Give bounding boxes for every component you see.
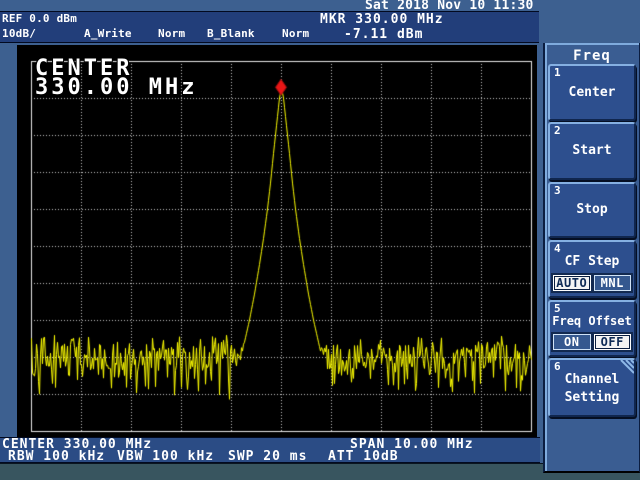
bottom-strip <box>0 463 640 480</box>
softkey-center[interactable]: 1 Center <box>548 64 636 121</box>
softkey-channel-setting[interactable]: 6 Channel Setting <box>548 358 636 417</box>
overlay-center-value: 330.00 MHz <box>35 75 198 100</box>
softkey-number: 4 <box>554 242 561 255</box>
toggle-auto[interactable]: AUTO <box>553 275 591 291</box>
softkey-number: 1 <box>554 66 561 79</box>
submenu-fold-icon <box>620 360 634 374</box>
trace-a-detector: Norm <box>158 27 186 40</box>
footer-sweep: SWP 20 ms <box>228 449 308 464</box>
softkey-label: CF Step <box>564 254 620 269</box>
softkey-freq-offset[interactable]: 5 Freq Offset ON OFF <box>548 300 636 357</box>
softkey-stop[interactable]: 3 Stop <box>548 182 636 238</box>
softkey-start[interactable]: 2 Start <box>548 122 636 180</box>
footer-center: CENTER 330.00 MHz <box>2 437 153 452</box>
header-band: REF 0.0 dBm 10dB/ A_Write Norm B_Blank N… <box>0 11 539 43</box>
softkey-label: Stop <box>576 202 608 217</box>
toggle-mnl[interactable]: MNL <box>593 275 631 291</box>
freq-offset-toggle: ON OFF <box>551 332 633 352</box>
cf-step-toggle: AUTO MNL <box>551 273 633 293</box>
softkey-number: 2 <box>554 124 561 137</box>
footer-vbw: VBW 100 kHz <box>117 449 215 464</box>
trace-b-detector: Norm <box>282 27 310 40</box>
scale-text: 10dB/ <box>2 27 37 40</box>
softkey-number: 6 <box>554 360 561 373</box>
softkey-number: 5 <box>554 302 561 315</box>
marker-level-text: -7.11 dBm <box>344 27 424 42</box>
trace-canvas <box>17 45 537 437</box>
softkey-label: Freq Offset <box>552 314 632 328</box>
softkey-label: Channel <box>564 372 620 387</box>
footer-span: SPAN 10.00 MHz <box>350 437 474 452</box>
overlay-center-label: CENTER <box>35 56 133 81</box>
toggle-on[interactable]: ON <box>553 334 591 350</box>
marker-freq-text: MKR 330.00 MHz <box>320 12 444 27</box>
softkey-label: Center <box>568 84 616 100</box>
status-datetime: Sat 2018 Nov 10 11:30 <box>365 0 534 13</box>
spectrum-display: CENTER 330.00 MHz <box>17 45 537 437</box>
sidebar-title: Freq <box>573 48 611 64</box>
center-freq-overlay: CENTER 330.00 MHz <box>35 56 198 100</box>
trace-b-label: B_Blank <box>207 27 255 40</box>
ref-level-text: REF 0.0 dBm <box>2 12 78 25</box>
toggle-off[interactable]: OFF <box>593 334 631 350</box>
softkey-number: 3 <box>554 184 561 197</box>
softkey-label: Setting <box>564 390 620 405</box>
footer-att: ATT 10dB <box>328 449 399 464</box>
footer-band: CENTER 330.00 MHz SPAN 10.00 MHz RBW 100… <box>0 437 540 463</box>
softkey-label: Start <box>572 143 612 158</box>
trace-a-label: A_Write <box>84 27 132 40</box>
softkey-cf-step[interactable]: 4 CF Step AUTO MNL <box>548 240 636 298</box>
footer-rbw: RBW 100 kHz <box>8 449 106 464</box>
sidebar-panel: Freq 1 Center 2 Start 3 Stop 4 CF Step A… <box>543 43 640 473</box>
